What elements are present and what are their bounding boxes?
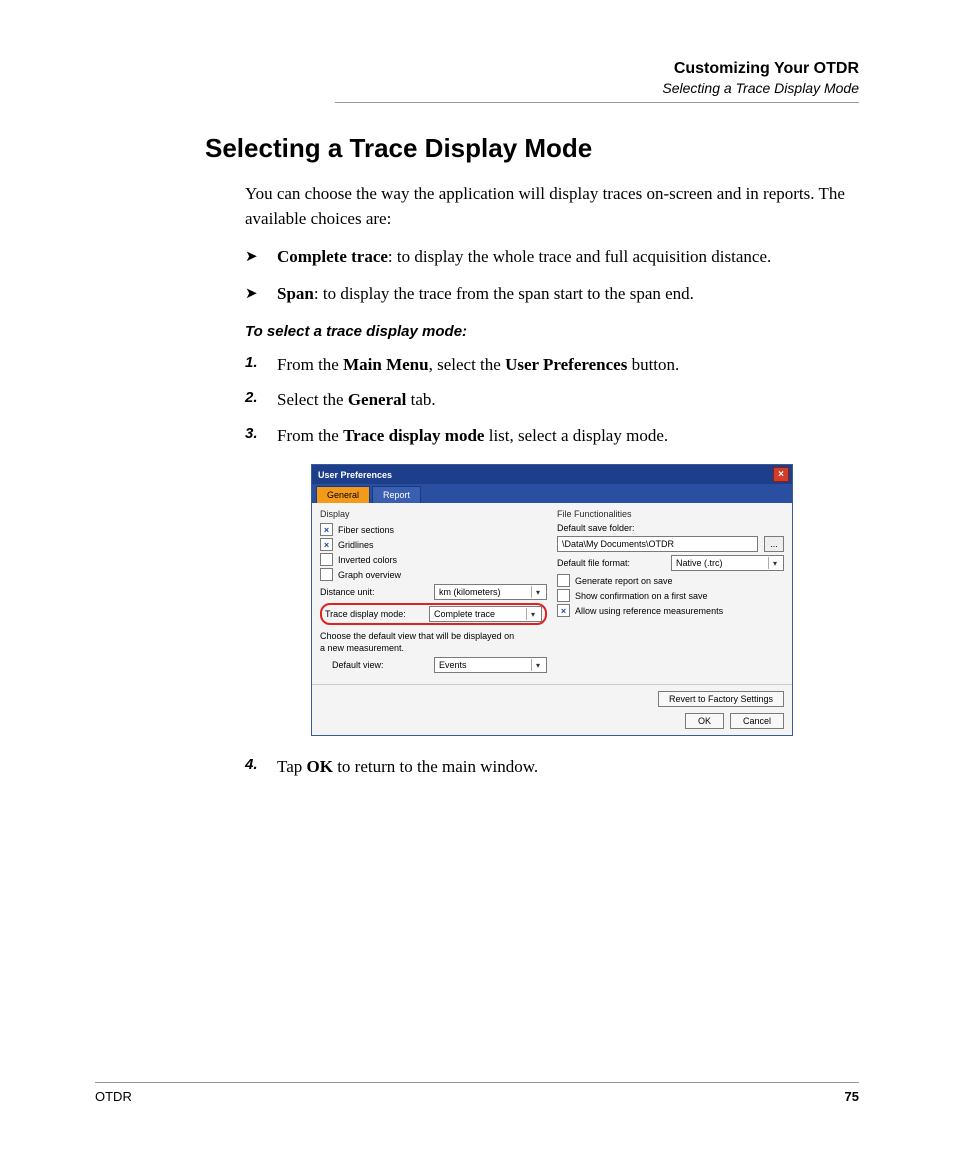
section-heading: Selecting a Trace Display Mode <box>205 133 859 164</box>
dialog-title: User Preferences <box>318 470 392 480</box>
bullet-bold: Complete trace <box>277 247 388 266</box>
step-bold: Main Menu <box>343 355 428 374</box>
checkbox-label: Inverted colors <box>338 555 397 565</box>
step-text: button. <box>627 355 679 374</box>
trace-display-mode-highlight: Trace display mode: Complete trace ▾ <box>320 603 547 625</box>
checkbox-fiber-sections[interactable] <box>320 523 333 536</box>
revert-button[interactable]: Revert to Factory Settings <box>658 691 784 707</box>
step-text: list, select a display mode. <box>484 426 668 445</box>
checkbox-inverted-colors[interactable] <box>320 553 333 566</box>
default-view-dropdown[interactable]: Events ▾ <box>434 657 547 673</box>
browse-button[interactable]: ... <box>764 536 784 552</box>
step-bold: General <box>348 390 407 409</box>
trace-display-mode-dropdown[interactable]: Complete trace ▾ <box>429 606 542 622</box>
step-text: From the <box>277 355 343 374</box>
default-file-format-label: Default file format: <box>557 558 665 568</box>
step-text: Select the <box>277 390 348 409</box>
trace-display-mode-label: Trace display mode: <box>325 609 423 619</box>
chevron-down-icon: ▾ <box>768 557 781 569</box>
checkbox-allow-reference[interactable] <box>557 604 570 617</box>
default-view-hint: Choose the default view that will be dis… <box>320 631 520 654</box>
chevron-down-icon: ▾ <box>526 608 539 620</box>
step-4: 4. Tap OK to return to the main window. <box>245 754 859 780</box>
cancel-button[interactable]: Cancel <box>730 713 784 729</box>
default-save-folder-label: Default save folder: <box>557 523 784 533</box>
step-text: Tap <box>277 757 307 776</box>
bullet-bold: Span <box>277 284 314 303</box>
bullet-complete-trace: Complete trace: to display the whole tra… <box>245 245 859 270</box>
step-number: 4. <box>245 754 258 777</box>
step-text: tab. <box>406 390 435 409</box>
checkbox-label: Gridlines <box>338 540 374 550</box>
input-value: \Data\My Documents\OTDR <box>562 539 674 549</box>
step-bold: OK <box>307 757 333 776</box>
step-3: 3. From the Trace display mode list, sel… <box>245 423 859 449</box>
checkbox-generate-report[interactable] <box>557 574 570 587</box>
dropdown-value: Events <box>439 660 467 670</box>
distance-unit-label: Distance unit: <box>320 587 428 597</box>
bullet-text: : to display the whole trace and full ac… <box>388 247 771 266</box>
dropdown-value: Complete trace <box>434 609 495 619</box>
default-save-folder-input[interactable]: \Data\My Documents\OTDR <box>557 536 758 552</box>
checkbox-label: Allow using reference measurements <box>575 606 723 616</box>
checkbox-label: Graph overview <box>338 570 401 580</box>
display-section-label: Display <box>320 509 547 519</box>
step-text: From the <box>277 426 343 445</box>
step-bold: Trace display mode <box>343 426 484 445</box>
dropdown-value: Native (.trc) <box>676 558 723 568</box>
default-view-label: Default view: <box>332 660 428 670</box>
user-preferences-dialog: User Preferences × General Report Displa… <box>311 464 793 736</box>
intro-paragraph: You can choose the way the application w… <box>245 182 859 231</box>
close-icon[interactable]: × <box>773 467 789 482</box>
header-chapter: Customizing Your OTDR <box>335 60 859 78</box>
dropdown-value: km (kilometers) <box>439 587 501 597</box>
ok-button[interactable]: OK <box>685 713 724 729</box>
header-section: Selecting a Trace Display Mode <box>335 80 859 96</box>
distance-unit-dropdown[interactable]: km (kilometers) ▾ <box>434 584 547 600</box>
procedure-title: To select a trace display mode: <box>245 323 859 340</box>
footer-product: OTDR <box>95 1089 132 1104</box>
step-text: , select the <box>429 355 505 374</box>
step-number: 3. <box>245 423 258 446</box>
tab-general[interactable]: General <box>316 486 370 503</box>
checkbox-show-confirmation[interactable] <box>557 589 570 602</box>
step-number: 2. <box>245 387 258 410</box>
default-file-format-dropdown[interactable]: Native (.trc) ▾ <box>671 555 784 571</box>
tab-report[interactable]: Report <box>372 486 421 503</box>
chevron-down-icon: ▾ <box>531 659 544 671</box>
step-bold: User Preferences <box>505 355 627 374</box>
bullet-span: Span: to display the trace from the span… <box>245 282 859 307</box>
checkbox-label: Generate report on save <box>575 576 673 586</box>
checkbox-graph-overview[interactable] <box>320 568 333 581</box>
step-2: 2. Select the General tab. <box>245 387 859 413</box>
step-text: to return to the main window. <box>333 757 538 776</box>
checkbox-label: Fiber sections <box>338 525 394 535</box>
checkbox-label: Show confirmation on a first save <box>575 591 708 601</box>
bullet-text: : to display the trace from the span sta… <box>314 284 694 303</box>
file-functionalities-label: File Functionalities <box>557 509 784 519</box>
chevron-down-icon: ▾ <box>531 586 544 598</box>
page-number: 75 <box>845 1089 859 1104</box>
step-number: 1. <box>245 352 258 375</box>
step-1: 1. From the Main Menu, select the User P… <box>245 352 859 378</box>
checkbox-gridlines[interactable] <box>320 538 333 551</box>
